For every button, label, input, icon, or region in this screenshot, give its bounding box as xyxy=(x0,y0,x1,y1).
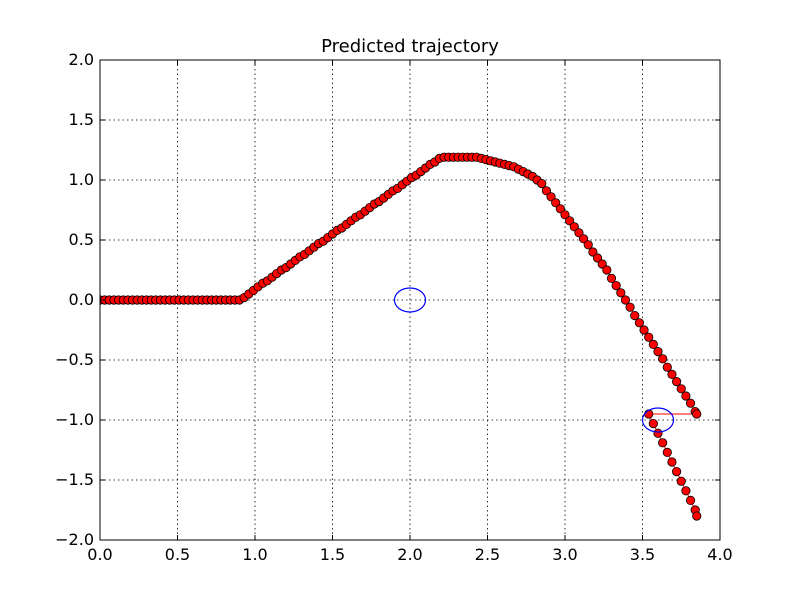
trajectory-point xyxy=(625,302,635,312)
trajectory-point xyxy=(597,259,607,269)
trajectory-point xyxy=(667,457,677,467)
trajectory-point xyxy=(692,409,702,419)
y-tick-label: 1.5 xyxy=(69,110,94,129)
chart-title: Predicted trajectory xyxy=(321,36,499,57)
y-tick-label: 0.0 xyxy=(69,290,94,309)
trajectory-point xyxy=(662,362,672,372)
trajectory-point xyxy=(685,398,696,408)
x-tick-label: 0.5 xyxy=(165,545,190,564)
x-tick-label: 4.0 xyxy=(707,545,732,564)
trajectory-point xyxy=(653,428,663,438)
trajectory-point xyxy=(606,273,617,283)
trajectory-point xyxy=(546,192,556,202)
axis-ticks: 0.0 0.5 1.0 1.5 2.0 2.5 3.0 3.5 4.0 2.0 1.5 1.0 0.5 0… xyxy=(55,50,733,564)
trajectory-point xyxy=(671,466,682,477)
trajectory-point xyxy=(685,495,696,505)
trajectory-point xyxy=(578,234,589,244)
trajectory-point xyxy=(541,186,552,196)
y-tick-label: −1.5 xyxy=(55,470,94,489)
trajectory-point xyxy=(667,369,677,379)
trajectory-point xyxy=(681,391,691,401)
y-tick-label: 1.0 xyxy=(69,170,94,189)
trajectory-point xyxy=(634,318,645,328)
trajectory-point xyxy=(658,354,668,364)
trajectory-point xyxy=(676,384,686,394)
trajectory-point xyxy=(555,204,565,214)
x-tick-label: 1.0 xyxy=(242,545,267,564)
y-tick-label: 2.0 xyxy=(69,50,94,69)
trajectory-point xyxy=(583,240,593,250)
trajectory-point xyxy=(551,198,561,208)
y-tick-label: −1.0 xyxy=(55,410,94,429)
trajectory-point xyxy=(560,210,570,220)
trajectory-line xyxy=(100,156,698,517)
plot-area xyxy=(100,152,702,521)
y-tick-label: 0.5 xyxy=(69,230,94,249)
trajectory-point xyxy=(611,280,621,291)
trajectory-point xyxy=(681,486,691,496)
trajectory-point xyxy=(644,332,654,342)
trajectory-point xyxy=(592,253,603,263)
obstacle-circle xyxy=(393,287,427,313)
trajectory-point xyxy=(620,295,631,305)
trajectory-point xyxy=(676,476,686,486)
x-tick-label: 1.5 xyxy=(320,545,345,564)
trajectory-point xyxy=(569,222,579,232)
x-tick-label: 2.0 xyxy=(397,545,422,564)
trajectory-point xyxy=(588,247,598,257)
trajectory-point xyxy=(537,179,547,189)
x-tick-label: 3.0 xyxy=(552,545,577,564)
x-tick-label: 2.5 xyxy=(475,545,500,564)
trajectory-point xyxy=(602,265,612,275)
trajectory-point xyxy=(574,228,584,238)
y-tick-label: −2.0 xyxy=(55,530,94,549)
trajectory-point xyxy=(658,438,668,448)
trajectory-point xyxy=(671,376,682,387)
trajectory-point xyxy=(565,216,575,226)
trajectory-point xyxy=(616,288,626,298)
x-tick-label: 3.5 xyxy=(630,545,655,564)
trajectory-point xyxy=(648,339,658,349)
trajectory-point xyxy=(630,310,640,321)
y-tick-label: −0.5 xyxy=(55,350,94,369)
trajectory-point xyxy=(648,418,658,429)
obstacle-circle xyxy=(641,407,675,433)
trajectory-point xyxy=(653,346,663,357)
trajectory-point xyxy=(639,325,649,335)
trajectory-point xyxy=(662,447,672,457)
trajectory-point xyxy=(692,511,702,521)
x-tick-label: 0.0 xyxy=(87,545,112,564)
